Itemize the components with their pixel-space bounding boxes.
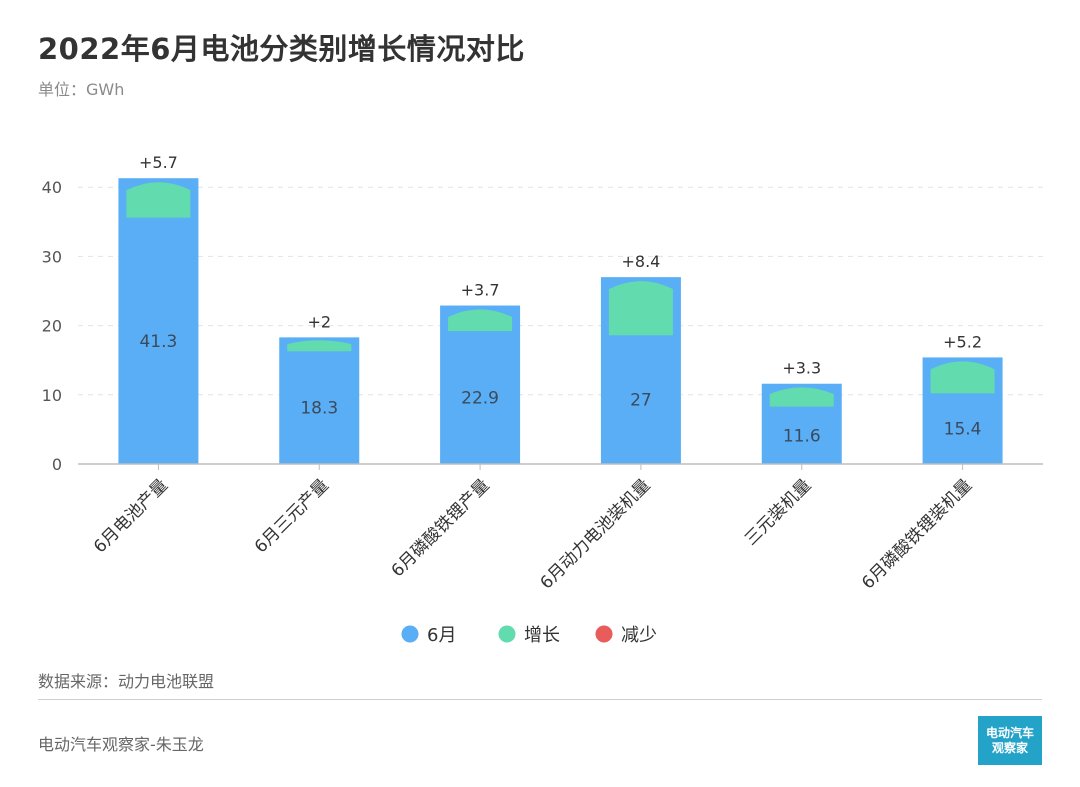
bar-june — [279, 337, 360, 464]
x-category-label: 6月磷酸铁锂装机量 — [858, 475, 976, 593]
bar-increase — [769, 387, 834, 407]
legend-marker — [595, 625, 613, 643]
legend-label: 减少 — [621, 625, 657, 646]
y-tick-label: 0 — [52, 455, 62, 474]
x-category-label: 6月三元产量 — [251, 475, 333, 557]
bar-value-label: 15.4 — [944, 420, 982, 440]
legend-marker — [498, 625, 516, 643]
bar-june — [440, 305, 521, 464]
x-category-label: 6月磷酸铁锂产量 — [388, 475, 494, 581]
increase-label: +8.4 — [621, 252, 660, 271]
x-category-label: 三元装机量 — [741, 475, 815, 549]
bar-chart: 0 10 20 30 40 41.3 +5.7 6月电池产量 18.3 +2 6月三元产量 22.9 +… — [42, 153, 1043, 646]
bar-june — [118, 178, 199, 465]
bar-increase — [608, 281, 673, 336]
bar-value-label: 11.6 — [783, 426, 821, 446]
increase-label: +3.3 — [782, 359, 821, 378]
y-tick-label: 40 — [42, 178, 62, 197]
bar-increase — [287, 340, 352, 352]
brand-logo: 电动汽车 观察家 — [978, 716, 1042, 765]
increase-label: +2 — [307, 312, 331, 331]
legend-label: 6月 — [427, 625, 456, 646]
y-tick-label: 20 — [42, 317, 62, 336]
bar-increase — [930, 361, 995, 394]
y-tick-label: 10 — [42, 386, 62, 405]
increase-label: +5.2 — [943, 332, 982, 351]
logo-line-2: 观察家 — [991, 740, 1028, 755]
chart-title: 2022年6月电池分类别增长情况对比 — [38, 32, 525, 66]
legend-label: 增长 — [524, 625, 560, 646]
x-category-label: 6月电池产量 — [90, 475, 172, 557]
data-source: 数据来源：动力电池联盟 — [38, 672, 215, 691]
bar-increase — [448, 309, 513, 332]
increase-label: +5.7 — [139, 153, 178, 172]
unit-label: 单位：GWh — [38, 80, 125, 99]
author-credit: 电动汽车观察家-朱玉龙 — [38, 735, 204, 754]
logo-line-1: 电动汽车 — [985, 725, 1034, 740]
bar-value-label: 22.9 — [461, 389, 499, 409]
y-tick-label: 30 — [42, 247, 62, 266]
footer-divider — [38, 699, 1042, 700]
bar-value-label: 27 — [630, 391, 652, 411]
bar-value-label: 41.3 — [139, 332, 177, 352]
legend-marker — [401, 625, 419, 643]
bar-value-label: 18.3 — [300, 399, 338, 419]
increase-label: +3.7 — [461, 281, 500, 300]
x-category-label: 6月动力电池装机量 — [536, 475, 654, 593]
bar-increase — [126, 182, 191, 218]
